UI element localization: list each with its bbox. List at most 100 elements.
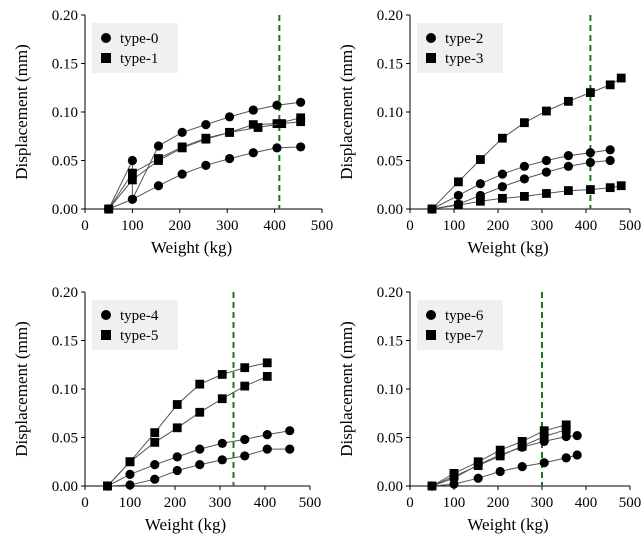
data-point-type-7 — [495, 451, 505, 461]
x-tick-label: 100 — [119, 495, 142, 511]
y-tick-label: 0.15 — [52, 334, 78, 350]
y-tick-label: 0.20 — [52, 285, 78, 301]
data-point-type-4 — [217, 438, 227, 448]
data-point-type-3 — [454, 177, 463, 187]
data-point-type-7 — [449, 471, 459, 481]
x-tick-label: 400 — [575, 218, 598, 234]
data-point-type-1 — [277, 119, 287, 129]
data-point-type-1 — [128, 175, 137, 185]
y-tick-label: 0.15 — [52, 57, 78, 73]
data-point-type-6 — [517, 462, 527, 472]
data-point-type-4 — [262, 429, 272, 440]
legend-label-type-7: type-7 — [445, 328, 484, 344]
data-point-type-1 — [272, 119, 282, 129]
data-point-type-5 — [103, 481, 112, 491]
data-point-type-0 — [272, 100, 282, 110]
legend-label-type-5: type-5 — [120, 328, 158, 344]
data-point-type-1 — [248, 120, 258, 130]
data-point-type-2 — [497, 169, 507, 179]
data-point-type-3 — [605, 80, 615, 90]
data-point-type-4 — [285, 444, 295, 454]
data-point-type-3 — [520, 191, 529, 201]
y-tick-label: 0.20 — [377, 285, 403, 301]
data-point-type-3 — [454, 200, 463, 210]
data-point-type-5 — [195, 407, 205, 417]
data-point-type-0 — [153, 181, 164, 191]
data-point-type-0 — [248, 148, 258, 158]
data-point-type-0 — [127, 155, 137, 166]
legend-label-type-6: type-6 — [445, 308, 484, 324]
data-point-type-6 — [495, 466, 505, 477]
data-point-type-2 — [585, 157, 596, 168]
data-point-type-4 — [150, 460, 160, 470]
legend-background — [417, 23, 503, 73]
data-point-type-6 — [449, 479, 459, 489]
data-point-type-0 — [224, 112, 235, 122]
data-point-type-4 — [172, 465, 182, 476]
y-tick-label: 0.00 — [52, 479, 78, 495]
data-point-type-0 — [127, 194, 137, 204]
data-point-type-3 — [520, 118, 529, 128]
x-tick-label: 500 — [299, 495, 322, 511]
y-tick-label: 0.10 — [377, 105, 403, 121]
chart-panel-1: 0.00 0.05 0.10 0.15 0.20 0 100 200 300 400 500 Weig… — [12, 8, 333, 257]
data-point-type-1 — [128, 168, 137, 178]
data-point-type-7 — [539, 426, 549, 436]
y-tick-label: 0.15 — [377, 57, 403, 73]
data-point-type-1 — [201, 134, 211, 144]
data-point-type-5 — [150, 437, 160, 447]
y-tick-label: 0.10 — [377, 382, 403, 398]
x-tick-label: 200 — [164, 495, 187, 511]
data-point-type-0 — [177, 127, 187, 137]
data-point-type-4 — [125, 480, 135, 490]
x-tick-label: 0 — [81, 495, 89, 511]
data-point-type-2 — [519, 174, 530, 184]
data-point-type-2 — [563, 151, 574, 161]
data-point-type-3 — [542, 189, 551, 198]
data-point-type-0 — [248, 105, 258, 115]
data-point-type-2 — [453, 190, 463, 201]
data-point-type-3 — [586, 88, 595, 97]
data-point-type-4 — [125, 469, 135, 479]
data-point-type-0 — [296, 142, 306, 152]
data-point-type-3 — [616, 181, 626, 191]
data-point-type-4 — [172, 452, 182, 462]
data-point-type-4 — [195, 444, 205, 454]
y-tick-label: 0.10 — [52, 105, 78, 121]
data-point-type-2 — [585, 148, 596, 158]
x-tick-label: 300 — [209, 495, 232, 511]
x-axis-title: Weight (kg) — [151, 238, 232, 257]
legend-marker-type-7 — [426, 330, 436, 340]
data-point-type-5 — [240, 363, 250, 373]
y-tick-label: 0.00 — [377, 202, 403, 218]
data-point-type-2 — [605, 145, 615, 155]
data-point-type-1 — [104, 204, 114, 214]
data-point-type-7 — [561, 425, 571, 435]
data-point-type-3 — [498, 193, 507, 203]
data-point-type-7 — [561, 420, 571, 430]
x-tick-label: 200 — [487, 495, 510, 511]
y-tick-label: 0.15 — [377, 334, 403, 350]
legend-marker-type-5 — [101, 330, 111, 340]
y-tick-label: 0.20 — [377, 8, 403, 24]
data-point-type-3 — [498, 133, 507, 143]
x-tick-label: 200 — [487, 218, 510, 234]
data-point-type-0 — [201, 120, 211, 130]
data-point-type-5 — [172, 400, 182, 409]
y-axis-title: Displacement (mm) — [337, 321, 356, 457]
data-point-type-5 — [195, 379, 205, 389]
data-point-type-5 — [150, 428, 160, 438]
data-point-type-4 — [217, 455, 227, 465]
legend-label-type-4: type-4 — [120, 308, 159, 324]
data-point-type-3 — [476, 155, 485, 164]
legend-marker-type-1 — [101, 53, 111, 63]
legend-background — [417, 300, 503, 350]
data-point-type-7 — [517, 436, 527, 446]
legend-background — [92, 23, 178, 73]
y-axis-title: Displacement (mm) — [337, 44, 356, 180]
data-point-type-0 — [177, 169, 187, 179]
data-point-type-1 — [253, 123, 263, 132]
data-point-type-3 — [586, 185, 595, 194]
data-point-type-5 — [262, 358, 272, 368]
